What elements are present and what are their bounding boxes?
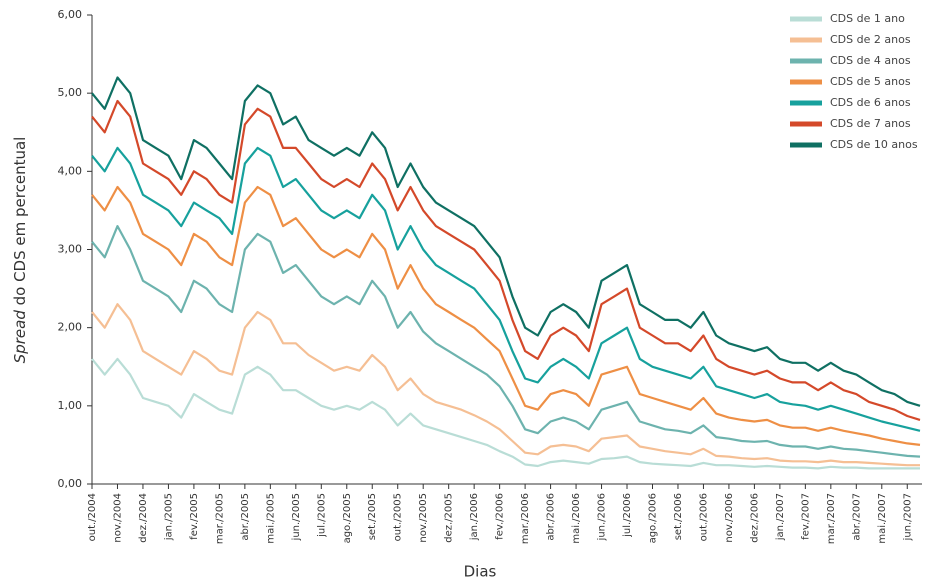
- x-tick-label: jun./2006: [597, 493, 608, 541]
- x-tick-label: ago./2005: [342, 493, 353, 543]
- x-tick-label: jun./2005: [291, 493, 302, 541]
- series-line: [91, 357, 920, 470]
- y-tick-label: 4,00: [58, 164, 83, 177]
- series-line: [91, 303, 920, 467]
- legend-label: CDS de 4 anos: [830, 54, 911, 67]
- series-line: [91, 185, 921, 446]
- x-axis-label: Dias: [464, 563, 497, 581]
- legend-label: CDS de 2 anos: [830, 33, 911, 46]
- x-tick-label: mai./2007: [877, 493, 888, 544]
- x-tick-label: ago./2006: [647, 493, 658, 543]
- x-tick-label: set./2005: [367, 493, 378, 540]
- x-tick-label: nov./2004: [112, 493, 123, 543]
- x-tick-label: fev./2007: [800, 493, 811, 540]
- legend-label: CDS de 6 anos: [830, 96, 911, 109]
- x-tick-label: fev./2005: [189, 493, 200, 540]
- x-tick-label: jun./2007: [902, 493, 913, 541]
- legend-label: CDS de 1 ano: [830, 12, 905, 25]
- y-tick-label: 3,00: [58, 243, 83, 256]
- y-tick-label: 6,00: [58, 8, 83, 21]
- x-tick-label: abr./2005: [240, 493, 251, 541]
- x-tick-label: dez./2004: [138, 493, 149, 543]
- x-tick-label: abr./2007: [851, 493, 862, 541]
- y-tick-label: 5,00: [58, 86, 83, 99]
- x-tick-label: mai./2006: [571, 493, 582, 544]
- y-tick-label: 1,00: [58, 399, 83, 412]
- series-line: [91, 225, 921, 458]
- x-tick-label: nov./2006: [724, 493, 735, 543]
- legend-label: CDS de 10 anos: [830, 138, 918, 151]
- x-tick-label: jan./2006: [469, 493, 480, 541]
- y-label-rest: do CDS em percentual: [11, 137, 29, 310]
- x-tick-label: jul./2006: [622, 493, 633, 538]
- y-label-italic: Spread: [11, 310, 29, 364]
- x-tick-label: nov./2005: [418, 493, 429, 543]
- x-tick-label: set./2006: [673, 493, 684, 540]
- y-tick-label: 2,00: [58, 321, 83, 334]
- x-tick-label: jan./2005: [163, 493, 174, 541]
- x-tick-label: mar./2007: [826, 493, 837, 544]
- series-line: [91, 99, 921, 421]
- x-tick-label: jan./2007: [775, 493, 786, 541]
- x-tick-label: out./2006: [698, 493, 709, 541]
- x-tick-label: dez./2005: [444, 493, 455, 543]
- x-tick-label: mai./2005: [265, 493, 276, 544]
- x-tick-label: out./2004: [87, 493, 98, 541]
- y-axis-label: Spread do CDS em percentual: [11, 137, 29, 364]
- series-line: [91, 146, 921, 432]
- y-tick-label: 0,00: [58, 477, 83, 490]
- x-tick-label: dez./2006: [749, 493, 760, 543]
- x-tick-label: abr./2006: [546, 493, 557, 541]
- x-tick-label: mar./2006: [520, 493, 531, 544]
- x-tick-label: jul./2005: [316, 493, 327, 538]
- x-tick-label: out./2005: [393, 493, 404, 541]
- legend-label: CDS de 7 anos: [830, 117, 911, 130]
- x-tick-label: fev./2006: [495, 493, 506, 540]
- x-tick-label: mar./2005: [214, 493, 225, 544]
- series-line: [91, 76, 921, 407]
- legend-label: CDS de 5 anos: [830, 75, 911, 88]
